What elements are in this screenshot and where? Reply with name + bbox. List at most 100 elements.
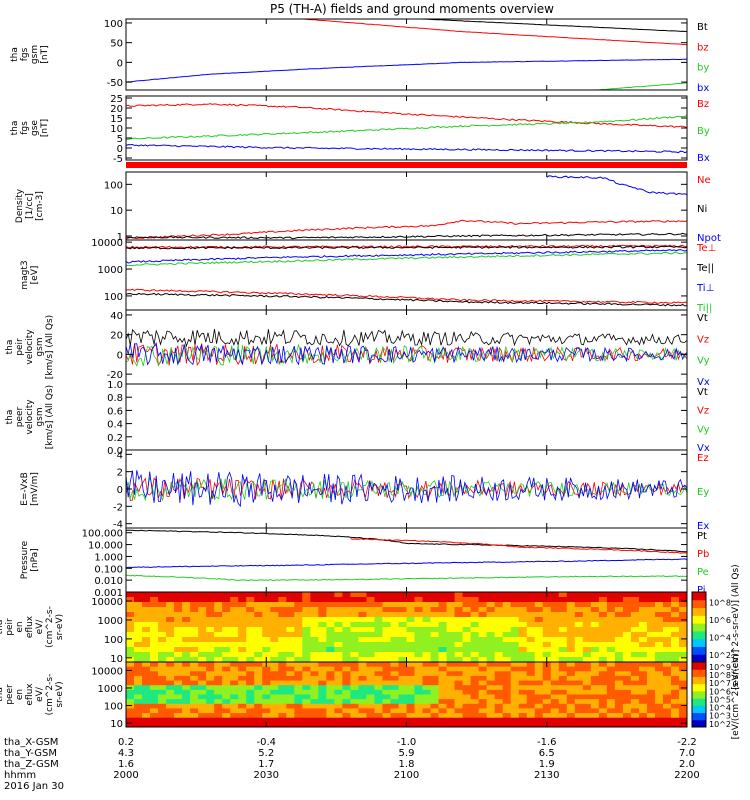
spectrogram-cell [462, 708, 472, 714]
spectrogram-cell [638, 592, 648, 598]
spectrogram-cell [166, 637, 175, 643]
series-line-ne [126, 219, 687, 240]
spectrogram-cell [462, 671, 472, 677]
spectrogram-cell [590, 685, 600, 691]
spectrogram-cell [678, 662, 687, 668]
spectrogram-cell [662, 699, 672, 705]
spectrogram-cell [614, 637, 624, 643]
spectrogram-cell [526, 657, 536, 662]
spectrogram-cell [462, 717, 472, 723]
legend-label: Vt [697, 313, 708, 324]
colorbar-peer_en_eflux: 10^910^810^710^610^510^410^310^2 [691, 661, 731, 729]
spectrogram-cell [382, 703, 392, 710]
legend-label: Bt [697, 22, 708, 33]
spectrogram-cell [534, 622, 544, 628]
spectrogram-cell [454, 722, 464, 727]
spectrogram-cell [462, 632, 472, 638]
spectrogram-cell [350, 662, 360, 668]
spectrogram-cell [190, 675, 199, 682]
legend-label: Pt [697, 531, 707, 542]
series-line-ti [126, 251, 687, 267]
spectrogram-cell [214, 607, 223, 613]
spectrogram-cell [190, 671, 199, 677]
spectrogram-cell [230, 642, 239, 648]
spectrogram-cell [262, 652, 271, 658]
spectrogram-cell [590, 689, 600, 696]
spectrogram-cell [622, 708, 632, 714]
spectrogram-cell [238, 657, 247, 662]
spectrogram-cell [222, 685, 231, 691]
ytick-label: 2 [117, 468, 123, 479]
spectrogram-cell [630, 671, 640, 677]
spectrogram-cell [654, 675, 664, 682]
spectrogram-cell [166, 689, 175, 696]
spectrogram-cell [566, 602, 576, 608]
spectrogram-cell [510, 607, 520, 613]
spectrogram-cell [558, 713, 568, 719]
spectrogram-cell [494, 685, 504, 691]
spectrogram-cell [470, 592, 480, 598]
spectrogram-cell [214, 685, 223, 691]
spectrogram-cell [646, 722, 656, 727]
spectrogram-cell [198, 647, 207, 653]
spectrogram-cell [246, 647, 255, 653]
spectrogram-cell [414, 722, 424, 727]
spectrogram-cell [430, 642, 440, 648]
spectrogram-cell [670, 694, 680, 700]
spectrogram-cell [134, 680, 143, 686]
spectrogram-cell [182, 708, 191, 714]
spectrogram-cell [558, 647, 568, 653]
ephem-row-label: hhmm [4, 770, 36, 781]
spectrogram-cell [390, 708, 400, 714]
spectrogram-cell [406, 689, 416, 696]
spectrogram-cell [126, 597, 135, 603]
spectrogram-cell [422, 708, 432, 714]
spectrogram-cell [494, 652, 504, 658]
spectrogram-cell [342, 694, 351, 700]
spectrogram-cell [174, 694, 183, 700]
spectrogram-cell [654, 689, 664, 696]
spectrogram-cell [574, 713, 584, 719]
ylabel-line: velocity [25, 329, 35, 365]
spectrogram-cell [270, 622, 279, 628]
spectrogram-cell [566, 671, 576, 677]
spectrogram-cell [270, 699, 279, 705]
spectrogram-cell [526, 642, 536, 648]
spectrogram-cell [374, 597, 384, 603]
spectrogram-cell [478, 662, 488, 668]
spectrogram-cell [350, 699, 360, 705]
ylabel-line: tha [0, 687, 5, 702]
spectrogram-cell [526, 713, 536, 719]
spectrogram-cell [430, 602, 440, 608]
spectrogram-cell [598, 671, 608, 677]
ephem-date: 2016 Jan 30 [4, 781, 64, 792]
spectrogram-cell [566, 632, 576, 638]
colorbar-swatch [692, 683, 706, 692]
ytick-label: 0.010 [94, 576, 123, 587]
spectrogram-cell [406, 662, 416, 668]
spectrogram-cell [550, 703, 560, 710]
spectrogram-cell [342, 632, 351, 638]
spectrogram-cell [254, 713, 263, 719]
spectrogram-cell [238, 642, 247, 648]
spectrogram-cell [366, 699, 376, 705]
spectrogram-cell [670, 699, 680, 705]
spectrogram-cell [654, 617, 664, 623]
spectrogram-cell [230, 637, 239, 643]
spectrogram-cell [662, 657, 672, 662]
spectrogram-cell [318, 694, 327, 700]
spectrogram-cell [486, 680, 496, 686]
spectrogram-cell [630, 713, 640, 719]
spectrogram-cell [574, 699, 584, 705]
spectrogram-cell [174, 617, 183, 623]
spectrogram-cell [606, 652, 616, 658]
spectrogram-cell [630, 637, 640, 643]
spectrogram-cell [646, 708, 656, 714]
spectrogram-cell [638, 703, 648, 710]
spectrogram-cell [526, 612, 536, 618]
spectrogram-cell [542, 637, 552, 643]
spectrogram-cell [198, 708, 207, 714]
spectrogram-cell [662, 685, 672, 691]
spectrogram-cell [638, 637, 648, 643]
